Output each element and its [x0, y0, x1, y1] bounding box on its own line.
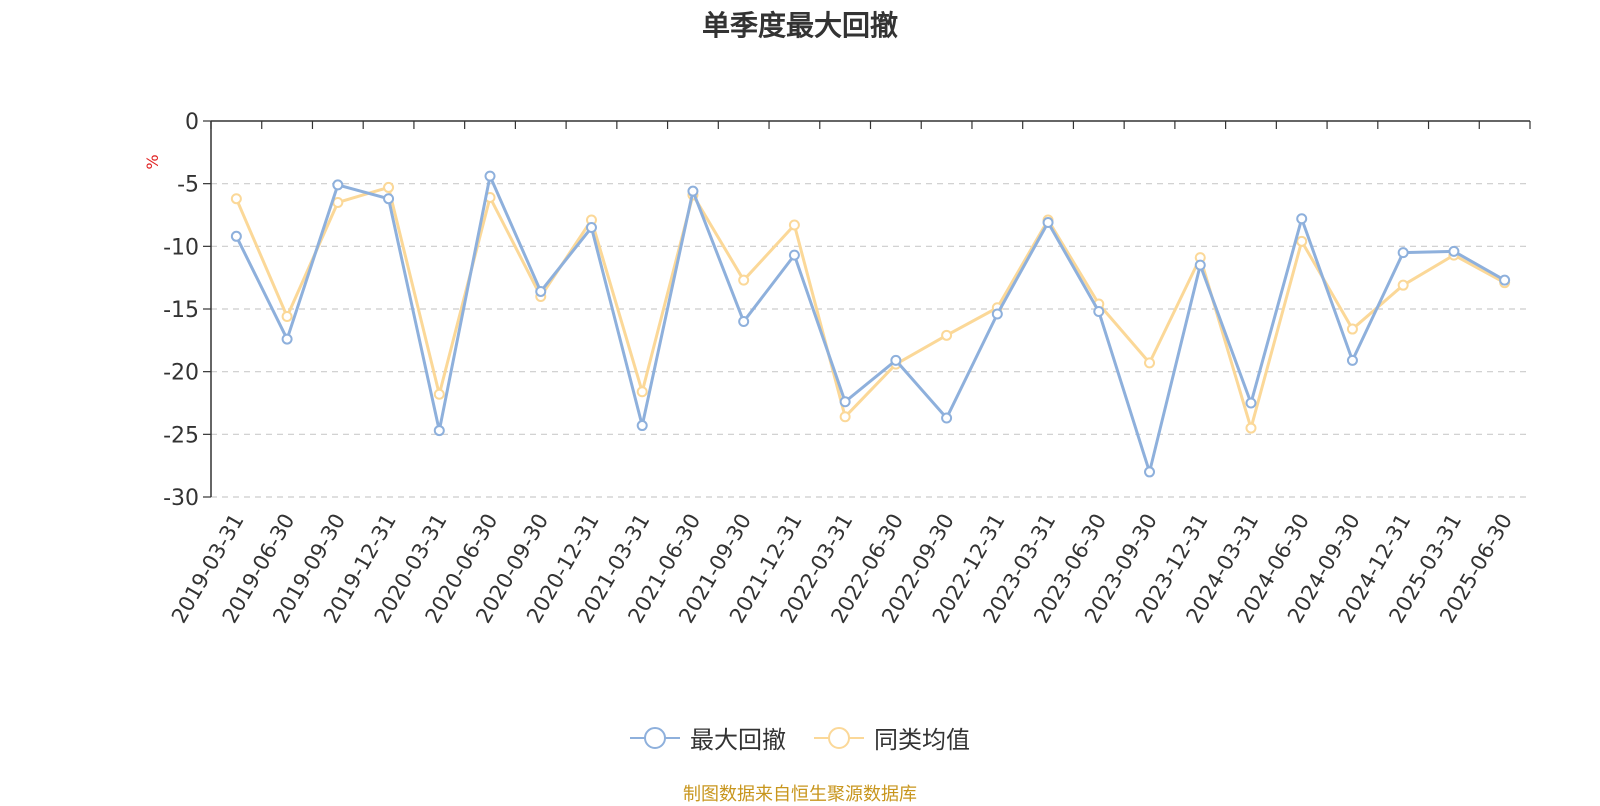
data-point [1296, 235, 1308, 247]
data-point [383, 193, 395, 205]
chart-title: 单季度最大回撤 [701, 9, 898, 42]
data-point [991, 308, 1003, 320]
data-point [332, 196, 344, 208]
y-tick-label: 0 [185, 110, 199, 135]
data-point [1346, 323, 1358, 335]
data-point [941, 329, 953, 341]
data-point [230, 193, 242, 205]
data-point [636, 386, 648, 398]
data-point [1245, 397, 1257, 409]
data-point [332, 179, 344, 191]
data-point [839, 396, 851, 408]
data-point [1448, 245, 1460, 257]
data-point [484, 170, 496, 182]
data-point [738, 316, 750, 328]
data-point [1245, 422, 1257, 434]
data-point [636, 420, 648, 432]
data-point [890, 354, 902, 366]
legend-label-peer-average: 同类均值 [874, 726, 970, 754]
y-tick-label: -30 [163, 486, 199, 511]
legend-marker-max-drawdown [630, 726, 680, 749]
data-point [585, 222, 597, 234]
y-tick-label: -5 [177, 173, 199, 198]
data-point [281, 311, 293, 323]
data-point [1346, 354, 1358, 366]
data-point [1093, 306, 1105, 318]
data-point [383, 181, 395, 193]
legend-item-peer-average[interactable]: 同类均值 [814, 720, 970, 755]
data-point [1296, 213, 1308, 225]
series-line [235, 174, 1506, 474]
series-peer-average [230, 181, 1511, 434]
data-point [839, 411, 851, 423]
series-line [234, 185, 1506, 430]
data-point [1194, 259, 1206, 271]
y-tick-label: -15 [163, 298, 199, 323]
data-source-note: 制图数据来自恒生聚源数据库 [683, 784, 917, 805]
data-point [1499, 274, 1511, 286]
data-point [433, 388, 445, 400]
data-point [788, 219, 800, 231]
data-point [1144, 357, 1156, 369]
legend-label-max-drawdown: 最大回撤 [690, 726, 786, 754]
data-point [738, 274, 750, 286]
series-max-drawdown [230, 170, 1511, 478]
data-point [535, 285, 547, 297]
data-point [1397, 279, 1409, 291]
data-point [941, 412, 953, 424]
y-tick-label: -10 [163, 235, 199, 260]
y-tick-label: -20 [163, 361, 199, 386]
data-point [1397, 247, 1409, 259]
legend: 最大回撤 同类均值 [0, 720, 1600, 755]
data-point [230, 230, 242, 242]
data-point [433, 425, 445, 437]
data-point [687, 185, 699, 197]
data-point [281, 333, 293, 345]
y-tick-label: -25 [163, 423, 199, 448]
data-point [1042, 217, 1054, 229]
legend-item-max-drawdown[interactable]: 最大回撤 [630, 720, 786, 755]
y-axis-label: % [143, 154, 162, 169]
data-point [1144, 466, 1156, 478]
data-point [788, 249, 800, 261]
legend-marker-peer-average [814, 726, 864, 749]
